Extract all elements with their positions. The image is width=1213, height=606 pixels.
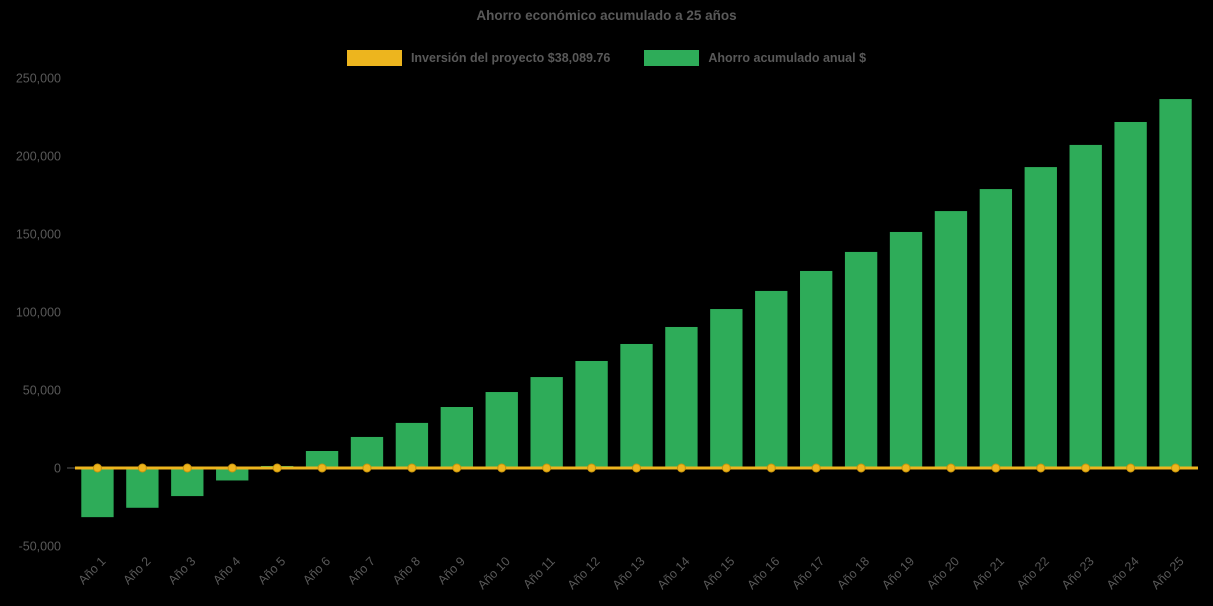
x-tick-label: Año 13 bbox=[610, 554, 648, 592]
x-tick-label: Año 5 bbox=[255, 554, 288, 587]
investment-line-marker bbox=[632, 463, 641, 473]
legend-swatch-savings bbox=[644, 50, 700, 66]
investment-line-marker bbox=[901, 463, 911, 473]
bar-año-21 bbox=[979, 189, 1013, 468]
bar-año-19 bbox=[889, 231, 923, 468]
x-tick-label: Año 15 bbox=[700, 554, 738, 592]
x-tick-label: Año 10 bbox=[475, 554, 513, 592]
x-tick-label: Año 1 bbox=[76, 554, 109, 587]
bar-año-8 bbox=[395, 422, 429, 468]
y-tick-label: 150,000 bbox=[16, 228, 61, 242]
x-tick-label: Año 20 bbox=[924, 554, 962, 592]
legend: Inversión del proyecto $38,089.76 Ahorro… bbox=[0, 50, 1213, 66]
x-tick-label: Año 9 bbox=[435, 554, 468, 587]
investment-line-marker bbox=[856, 463, 866, 473]
x-tick-label: Año 23 bbox=[1059, 554, 1097, 592]
x-tick-label: Año 14 bbox=[655, 554, 693, 592]
y-tick-label: -50,000 bbox=[19, 540, 61, 554]
legend-item-savings: Ahorro acumulado anual $ bbox=[644, 50, 866, 66]
bar-año-6 bbox=[305, 450, 339, 468]
investment-line-marker bbox=[721, 463, 731, 473]
bar-año-18 bbox=[844, 251, 878, 468]
legend-swatch-investment bbox=[346, 50, 402, 66]
x-tick-label: Año 19 bbox=[879, 554, 917, 592]
bar-año-10 bbox=[485, 392, 518, 468]
x-tick-label: Año 18 bbox=[834, 554, 872, 592]
bar-año-23 bbox=[1069, 144, 1102, 468]
x-tick-label: Año 8 bbox=[390, 554, 423, 587]
bar-año-2 bbox=[126, 468, 159, 508]
investment-line-marker bbox=[137, 463, 147, 473]
y-tick-label: 50,000 bbox=[23, 384, 61, 398]
legend-label-savings: Ahorro acumulado anual $ bbox=[708, 51, 867, 65]
bar-año-25 bbox=[1159, 99, 1192, 468]
investment-line-marker bbox=[811, 463, 821, 473]
bar-año-7 bbox=[350, 436, 384, 468]
legend-item-investment: Inversión del proyecto $38,089.76 bbox=[346, 50, 611, 66]
investment-line-marker bbox=[317, 463, 327, 473]
investment-line-marker bbox=[227, 463, 237, 473]
x-tick-label: Año 2 bbox=[120, 554, 153, 587]
investment-line-marker bbox=[362, 463, 372, 473]
bar-año-9 bbox=[440, 407, 473, 468]
bar-año-3 bbox=[171, 468, 204, 497]
bar-año-4 bbox=[216, 468, 249, 481]
y-tick-label: 250,000 bbox=[16, 72, 61, 86]
x-tick-label: Año 16 bbox=[744, 554, 782, 592]
bar-año-17 bbox=[800, 270, 833, 468]
investment-line-marker bbox=[182, 463, 192, 473]
investment-line-marker bbox=[272, 463, 282, 473]
y-tick-label: 100,000 bbox=[16, 306, 61, 320]
investment-line-marker bbox=[542, 463, 552, 473]
investment-line-marker bbox=[766, 463, 776, 473]
x-tick-label: Año 17 bbox=[789, 554, 827, 592]
x-tick-label: Año 12 bbox=[565, 554, 603, 592]
x-tick-label: Año 4 bbox=[210, 554, 243, 587]
y-tick-label: 200,000 bbox=[16, 150, 61, 164]
investment-line-marker bbox=[991, 463, 1001, 473]
investment-line-marker bbox=[497, 463, 507, 473]
investment-line-marker bbox=[1036, 463, 1046, 473]
investment-line-marker bbox=[676, 463, 686, 473]
x-tick-label: Año 24 bbox=[1104, 554, 1142, 592]
x-tick-label: Año 22 bbox=[1014, 554, 1052, 592]
legend-label-investment: Inversión del proyecto $38,089.76 bbox=[410, 51, 611, 65]
bar-año-12 bbox=[575, 360, 608, 468]
bar-año-24 bbox=[1114, 121, 1147, 468]
bar-año-22 bbox=[1024, 167, 1057, 469]
x-tick-label: Año 25 bbox=[1149, 554, 1187, 592]
bar-año-14 bbox=[665, 326, 698, 468]
x-tick-label: Año 7 bbox=[345, 554, 378, 587]
investment-line-marker bbox=[92, 463, 102, 473]
x-tick-label: Año 21 bbox=[969, 554, 1007, 592]
x-tick-label: Año 6 bbox=[300, 554, 333, 587]
bar-año-15 bbox=[710, 309, 743, 468]
x-tick-label: Año 11 bbox=[521, 554, 558, 591]
bar-año-16 bbox=[755, 290, 788, 468]
y-tick-label: 0 bbox=[54, 462, 61, 476]
x-tick-label: Año 3 bbox=[165, 554, 198, 587]
investment-line-marker bbox=[1171, 463, 1181, 473]
bar-año-1 bbox=[81, 468, 114, 518]
investment-line-marker bbox=[946, 463, 956, 473]
chart-title: Ahorro económico acumulado a 25 años bbox=[476, 8, 737, 23]
investment-line-marker bbox=[1081, 463, 1091, 473]
investment-line-marker bbox=[587, 463, 597, 473]
investment-line-marker bbox=[407, 463, 417, 473]
bar-año-13 bbox=[620, 343, 653, 468]
bar-año-20 bbox=[934, 211, 968, 468]
investment-line-marker bbox=[1126, 463, 1136, 473]
investment-line-marker bbox=[452, 463, 462, 473]
bar-año-11 bbox=[530, 377, 563, 468]
